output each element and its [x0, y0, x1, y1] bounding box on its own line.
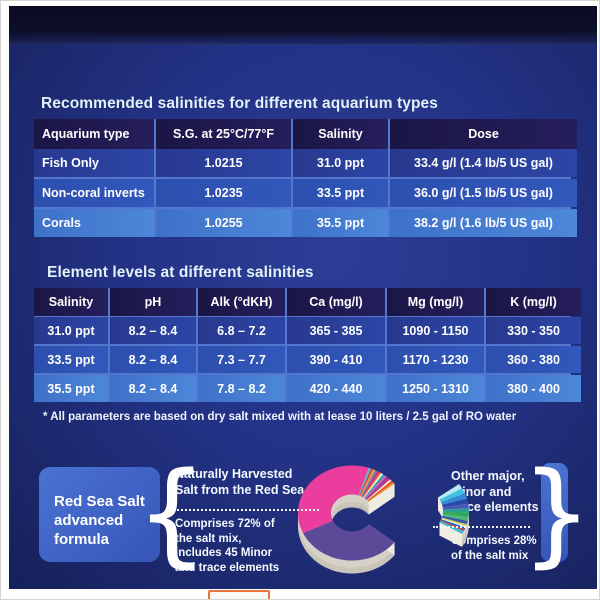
element-table-title: Element levels at different salinities — [47, 264, 314, 281]
open-brace: { — [136, 449, 208, 579]
table-cell: 380 - 400 — [486, 375, 581, 402]
advanced-formula-badge: Red Sea Salt advanced formula — [39, 467, 160, 562]
table-cell: 8.2 – 8.4 — [110, 375, 196, 402]
table-cell: 1.0235 — [156, 179, 291, 207]
table-cell: 365 - 385 — [287, 317, 385, 344]
composition-donut-chart — [298, 465, 469, 574]
table-cell: 420 - 440 — [287, 375, 385, 402]
table-cell: 390 - 410 — [287, 346, 385, 373]
table-cell: 33.5 ppt — [34, 346, 108, 373]
right-dotted-connector — [433, 526, 530, 528]
table-cell: 35.5 ppt — [293, 209, 388, 237]
header-cell: Aquarium type — [34, 119, 154, 149]
header-cell: Salinity — [293, 119, 388, 149]
parameters-footnote: * All parameters are based on dry salt m… — [43, 411, 517, 423]
table-cell: 8.2 – 8.4 — [110, 346, 196, 373]
element-table: Salinity pH Alk (°dKH) Ca (mg/l) Mg (mg/l) K … — [34, 288, 581, 402]
close-brace: } — [521, 449, 593, 579]
table-cell: Non-coral inverts — [34, 179, 154, 207]
table-cell: 33.5 ppt — [293, 179, 388, 207]
table-cell: 33.4 g/l (1.4 lb/5 US gal) — [390, 149, 577, 177]
table-cell: 330 - 350 — [486, 317, 581, 344]
header-cell: Dose — [390, 119, 577, 149]
right-accent-bar — [541, 463, 568, 562]
header-cell: Mg (mg/l) — [387, 288, 484, 316]
table-cell: 1250 - 1310 — [387, 375, 484, 402]
table-cell: 1.0255 — [156, 209, 291, 237]
salinity-table: Aquarium type S.G. at 25°C/77°F Salinity Do… — [34, 119, 577, 237]
table-cell: Corals — [34, 209, 154, 237]
table-cell: 8.2 – 8.4 — [110, 317, 196, 344]
table-cell: Fish Only — [34, 149, 154, 177]
header-cell: Salinity — [34, 288, 108, 316]
table-cell: 1170 - 1230 — [387, 346, 484, 373]
header-cell: Alk (°dKH) — [198, 288, 285, 316]
table-cell: 35.5 ppt — [34, 375, 108, 402]
table-cell: 31.0 ppt — [293, 149, 388, 177]
top-shadow-band — [9, 6, 597, 44]
table-cell: 38.2 g/l (1.6 lb/5 US gal) — [390, 209, 577, 237]
table-cell: 36.0 g/l (1.5 lb/5 US gal) — [390, 179, 577, 207]
salinity-table-title: Recommended salinities for different aqu… — [41, 95, 438, 112]
gallery-thumbnail-peek[interactable] — [208, 590, 270, 599]
table-cell: 1.0215 — [156, 149, 291, 177]
label-panel: Recommended salinities for different aqu… — [9, 6, 597, 589]
left-dotted-connector — [173, 509, 319, 511]
table-cell: 1090 - 1150 — [387, 317, 484, 344]
table-cell: 6.8 – 7.2 — [198, 317, 285, 344]
harvested-salt-body: Comprises 72% of the salt mix, includes … — [175, 518, 280, 574]
header-cell: K (mg/l) — [486, 288, 581, 316]
header-cell: S.G. at 25°C/77°F — [156, 119, 291, 149]
table-cell: 360 - 380 — [486, 346, 581, 373]
header-cell: Ca (mg/l) — [287, 288, 385, 316]
header-cell: pH — [110, 288, 196, 316]
harvested-salt-heading: Naturally Harvested Salt from the Red Se… — [175, 467, 305, 497]
table-cell: 7.3 – 7.7 — [198, 346, 285, 373]
table-cell: 31.0 ppt — [34, 317, 108, 344]
table-cell: 7.8 – 8.2 — [198, 375, 285, 402]
